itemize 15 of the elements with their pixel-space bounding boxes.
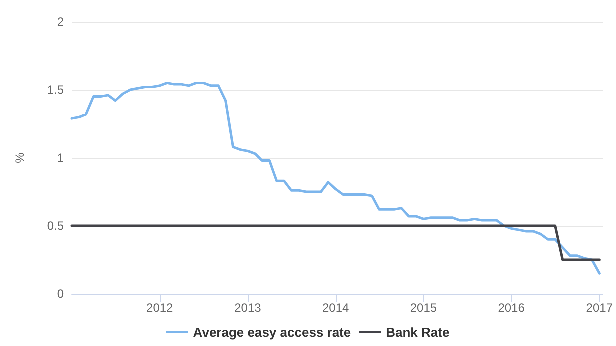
x-tick-label: 2014: [322, 301, 350, 315]
x-tick-label: 2015: [410, 301, 438, 315]
x-tick-label: 2017: [586, 301, 614, 315]
y-tick-label: 1.5: [47, 83, 64, 97]
x-tick-label: 2013: [234, 301, 262, 315]
x-tick-label: 2016: [498, 301, 526, 315]
y-axis-title: %: [13, 152, 27, 164]
y-tick-label: 2: [57, 15, 64, 29]
y-tick-label: 1: [57, 151, 64, 165]
legend-label: Bank Rate: [386, 325, 450, 340]
x-tick-label: 2012: [146, 301, 174, 315]
y-tick-label: 0: [57, 287, 64, 301]
legend-label: Average easy access rate: [193, 325, 352, 340]
line-series: [70, 82, 601, 275]
y-tick-label: 0.5: [47, 219, 64, 233]
